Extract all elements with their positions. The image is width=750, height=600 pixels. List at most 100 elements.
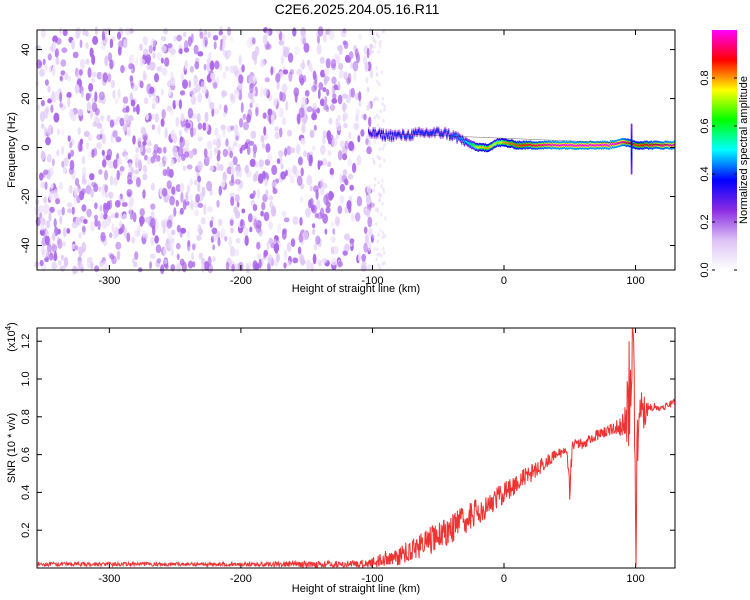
noise-blob: [217, 237, 221, 247]
track-core: [481, 146, 483, 149]
noise-blob: [194, 209, 200, 217]
track-spike: [630, 161, 633, 165]
noise-blob: [296, 175, 303, 186]
noise-blob: [300, 259, 306, 265]
noise-blob: [145, 216, 151, 224]
track-core: [369, 132, 372, 135]
noise-blob: [293, 87, 300, 97]
noise-blob: [100, 114, 105, 123]
noise-blob: [127, 200, 133, 209]
noise-blob: [377, 263, 380, 268]
noise-blob: [71, 206, 75, 215]
x-tick-label: -200: [230, 573, 252, 585]
noise-blob: [55, 197, 61, 205]
noise-blob: [85, 30, 89, 37]
noise-blob: [346, 77, 351, 85]
noise-blob: [377, 232, 380, 237]
track-core: [642, 144, 644, 147]
track-core: [428, 133, 431, 136]
track-core: [610, 143, 612, 145]
track-core: [654, 143, 656, 146]
track-core: [604, 143, 606, 146]
noise-blob: [93, 147, 98, 157]
track-core: [382, 131, 384, 134]
noise-blob: [245, 262, 249, 274]
noise-blob: [139, 43, 143, 51]
track-core: [448, 131, 450, 133]
noise-blob: [299, 217, 303, 226]
track-core: [603, 143, 605, 146]
noise-blob: [171, 229, 176, 235]
noise-blob: [132, 84, 139, 92]
noise-blob: [81, 188, 86, 195]
noise-blob: [313, 124, 317, 131]
noise-blob: [233, 248, 240, 257]
noise-blob: [42, 204, 48, 216]
track-core: [518, 144, 520, 147]
noise-blob: [381, 178, 384, 183]
noise-blob: [352, 60, 359, 72]
noise-blob: [263, 87, 269, 97]
track-core: [570, 144, 572, 147]
noise-blob: [37, 104, 41, 111]
track-core: [601, 143, 604, 146]
noise-blob: [382, 189, 386, 194]
track-core: [605, 144, 607, 147]
noise-blob: [193, 82, 198, 89]
track-core: [589, 143, 592, 146]
track-core: [538, 144, 540, 146]
noise-blob: [148, 45, 153, 54]
noise-blob: [212, 35, 219, 41]
noise-blob: [378, 147, 381, 151]
track-core: [647, 143, 649, 146]
track-core: [571, 144, 573, 147]
noise-blob: [132, 212, 137, 223]
chart-title: C2E6.2025.204.05.16.R11: [275, 1, 440, 17]
noise-blob: [86, 258, 91, 269]
noise-blob: [376, 71, 379, 76]
x-tick-label: 100: [626, 275, 644, 287]
noise-blob: [263, 211, 270, 222]
noise-blob: [319, 56, 325, 64]
noise-blob: [244, 164, 249, 174]
noise-blob: [254, 262, 260, 270]
noise-blob: [338, 45, 343, 56]
noise-blob: [212, 256, 216, 262]
track-core: [488, 146, 490, 149]
track-spike: [630, 151, 633, 154]
track-core: [575, 144, 577, 147]
noise-blob: [179, 207, 184, 215]
noise-blob: [232, 156, 238, 166]
noise-blob: [334, 216, 341, 227]
noise-blob: [72, 51, 79, 59]
noise-blob: [270, 205, 277, 217]
noise-blob: [120, 65, 125, 74]
snr-scale-prefix: (x10: [6, 330, 18, 351]
noise-blob: [146, 147, 152, 154]
track-core: [421, 131, 423, 134]
noise-blob: [320, 69, 326, 78]
noise-blob: [203, 204, 207, 215]
noise-blob: [281, 83, 288, 94]
noise-blob: [78, 232, 82, 239]
noise-blob: [337, 150, 343, 161]
noise-blob: [225, 65, 229, 72]
noise-blob: [224, 235, 228, 242]
noise-blob: [241, 144, 246, 151]
noise-blob: [338, 62, 344, 70]
x-tick-label: -300: [98, 275, 120, 287]
noise-blob: [309, 154, 313, 163]
track-core: [638, 144, 640, 147]
noise-blob: [97, 220, 101, 231]
noise-blob: [383, 107, 386, 112]
noise-blob: [203, 63, 207, 71]
noise-blob: [264, 77, 270, 83]
noise-blob: [302, 75, 307, 83]
noise-blob: [326, 89, 330, 96]
noise-blob: [309, 197, 314, 207]
noise-blob: [250, 130, 257, 139]
noise-blob: [270, 119, 274, 126]
noise-blob: [58, 182, 64, 191]
noise-blob: [115, 241, 122, 250]
